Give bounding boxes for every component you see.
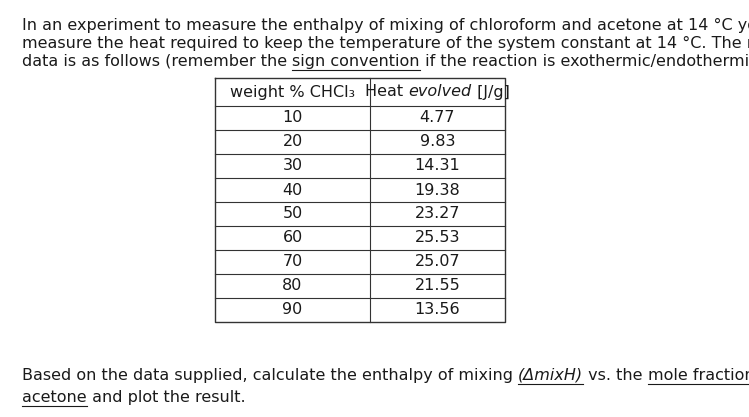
Text: 90: 90 — [282, 302, 303, 317]
Text: 30: 30 — [282, 158, 303, 173]
Text: 4.77: 4.77 — [419, 111, 455, 126]
Text: 80: 80 — [282, 279, 303, 294]
Text: 20: 20 — [282, 135, 303, 150]
Text: [J/g]: [J/g] — [472, 85, 509, 100]
Text: Based on the data supplied, calculate the enthalpy of mixing: Based on the data supplied, calculate th… — [22, 368, 518, 383]
Text: 9.83: 9.83 — [419, 135, 455, 150]
Text: acetone: acetone — [22, 390, 87, 405]
Text: data is as follows (remember the: data is as follows (remember the — [22, 54, 292, 69]
Text: measure the heat required to keep the temperature of the system constant at 14 °: measure the heat required to keep the te… — [22, 36, 749, 51]
Text: 70: 70 — [282, 254, 303, 269]
Text: mole fraction: mole fraction — [648, 368, 749, 383]
Text: 50: 50 — [282, 206, 303, 221]
Text: 10: 10 — [282, 111, 303, 126]
Text: 25.07: 25.07 — [415, 254, 461, 269]
Text: 23.27: 23.27 — [415, 206, 460, 221]
Text: 13.56: 13.56 — [415, 302, 461, 317]
Text: 21.55: 21.55 — [415, 279, 461, 294]
Text: vs. the: vs. the — [583, 368, 648, 383]
Text: 25.53: 25.53 — [415, 231, 460, 246]
Text: evolved: evolved — [409, 85, 472, 100]
Text: and plot the result.: and plot the result. — [87, 390, 245, 405]
Text: 14.31: 14.31 — [415, 158, 461, 173]
Text: weight % CHCl₃: weight % CHCl₃ — [230, 85, 355, 100]
Text: (ΔmixH): (ΔmixH) — [518, 368, 583, 383]
Text: 60: 60 — [282, 231, 303, 246]
Text: 19.38: 19.38 — [415, 183, 461, 198]
Text: Heat: Heat — [366, 85, 409, 100]
Text: In an experiment to measure the enthalpy of mixing of chloroform and acetone at : In an experiment to measure the enthalpy… — [22, 18, 749, 33]
Text: sign convention: sign convention — [292, 54, 419, 69]
Text: if the reaction is exothermic/endothermic):: if the reaction is exothermic/endothermi… — [419, 54, 749, 69]
Text: 40: 40 — [282, 183, 303, 198]
